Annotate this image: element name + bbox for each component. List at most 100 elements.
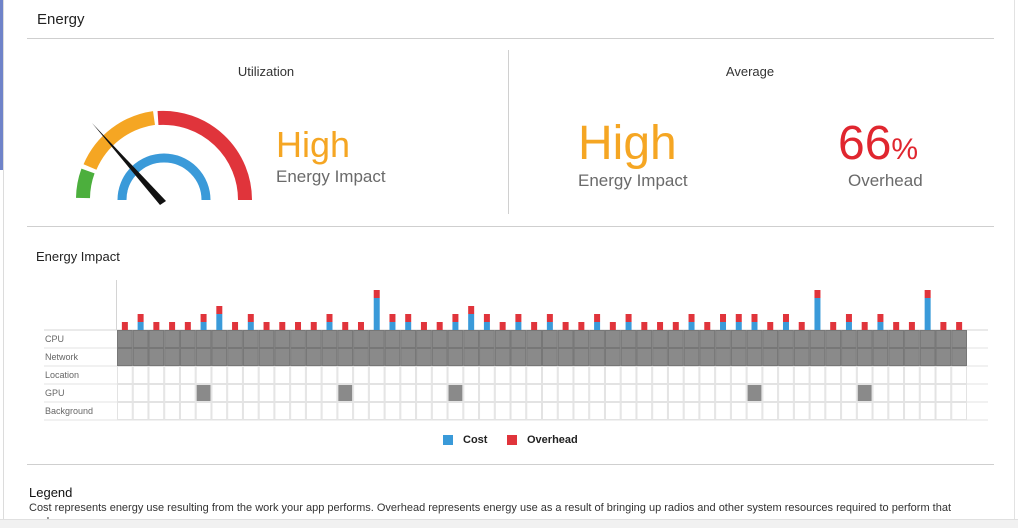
cost-bar (594, 322, 601, 330)
activity-cell (809, 330, 826, 348)
activity-cell (730, 384, 747, 402)
activity-cell (431, 348, 448, 366)
overhead-bar (232, 322, 239, 330)
overhead-number: 66 (838, 117, 892, 170)
overhead-bar (893, 322, 900, 330)
activity-cell (526, 366, 543, 384)
activity-cell (211, 348, 228, 366)
activity-cell (132, 330, 149, 348)
activity-cell (400, 402, 417, 420)
divider-bottom (27, 464, 994, 465)
activity-cell (542, 366, 558, 384)
activity-cell (384, 348, 401, 366)
activity-cell (542, 330, 558, 348)
activity-cell (290, 348, 306, 366)
activity-cell (321, 348, 338, 366)
activity-cell (589, 330, 605, 348)
activity-cell (841, 330, 857, 348)
activity-cell (730, 348, 747, 366)
activity-cell (211, 366, 228, 384)
activity-cell (856, 348, 873, 366)
activity-cell (132, 402, 149, 420)
panel-title: Energy (37, 11, 85, 28)
cost-bar (405, 322, 412, 330)
activity-cell (510, 402, 527, 420)
activity-cell (746, 366, 763, 384)
activity-cell (510, 384, 527, 402)
activity-cell (179, 366, 196, 384)
gauge-needle (92, 123, 166, 205)
activity-cell (274, 330, 291, 348)
window-accent (0, 0, 3, 170)
activity-cell (384, 402, 401, 420)
activity-cell (841, 384, 857, 402)
activity-cell (242, 330, 259, 348)
overhead-bar (594, 314, 601, 322)
chart-title: Energy Impact (36, 249, 120, 264)
activity-cell (573, 384, 590, 402)
activity-cell (416, 384, 432, 402)
activity-cell (321, 366, 338, 384)
activity-cell (431, 384, 448, 402)
activity-cell (148, 384, 165, 402)
overhead-bar (641, 322, 648, 330)
cost-bar (373, 298, 380, 330)
activity-cell (400, 330, 417, 348)
activity-cell (604, 366, 621, 384)
activity-cell (164, 384, 180, 402)
activity-cell (526, 402, 543, 420)
overhead-bar (688, 314, 695, 322)
activity-cell (715, 330, 731, 348)
cost-bar (389, 322, 396, 330)
gauge-yellow-arc (83, 111, 156, 170)
section-divider (508, 50, 509, 214)
activity-cell (195, 348, 212, 366)
activity-cell (242, 366, 259, 384)
cost-bar (625, 322, 632, 330)
cost-bar (546, 322, 553, 330)
activity-cell (400, 384, 417, 402)
activity-cell (856, 366, 873, 384)
activity-cell (274, 366, 291, 384)
activity-cell (416, 348, 432, 366)
activity-cell (620, 384, 637, 402)
activity-cell (573, 366, 590, 384)
activity-cell (258, 384, 275, 402)
activity-cell (636, 330, 653, 348)
overhead-bar (326, 314, 333, 322)
activity-cell (463, 330, 480, 348)
cost-bar (845, 322, 852, 330)
activity-cell (935, 384, 952, 402)
activity-cell (164, 366, 180, 384)
activity-cell (479, 402, 495, 420)
activity-cell (667, 348, 684, 366)
activity-cell (211, 330, 228, 348)
overhead-bar (704, 322, 711, 330)
activity-cell (416, 330, 432, 348)
overhead-bar (798, 322, 805, 330)
activity-cell (117, 330, 133, 348)
overhead-bar (295, 322, 302, 330)
overhead-bar (357, 322, 364, 330)
row-label-cpu: CPU (45, 334, 64, 344)
overhead-bar (389, 314, 396, 322)
activity-cell (132, 384, 149, 402)
activity-cell (746, 384, 763, 402)
footer-bar (0, 519, 1018, 528)
activity-cell (179, 384, 196, 402)
activity-cell (888, 366, 905, 384)
utilization-level: High (276, 124, 351, 165)
activity-cell (384, 366, 401, 384)
overhead-bar (531, 322, 538, 330)
overhead-bar (121, 322, 128, 330)
activity-cell (337, 348, 354, 366)
row-label-location: Location (45, 370, 79, 380)
activity-cell (652, 384, 668, 402)
activity-cell (809, 384, 826, 402)
activity-cell (479, 348, 495, 366)
utilization-heading: Utilization (237, 64, 295, 79)
activity-cell (951, 348, 968, 366)
activity-cell (384, 384, 401, 402)
activity-cell (510, 366, 527, 384)
activity-cell (494, 384, 511, 402)
